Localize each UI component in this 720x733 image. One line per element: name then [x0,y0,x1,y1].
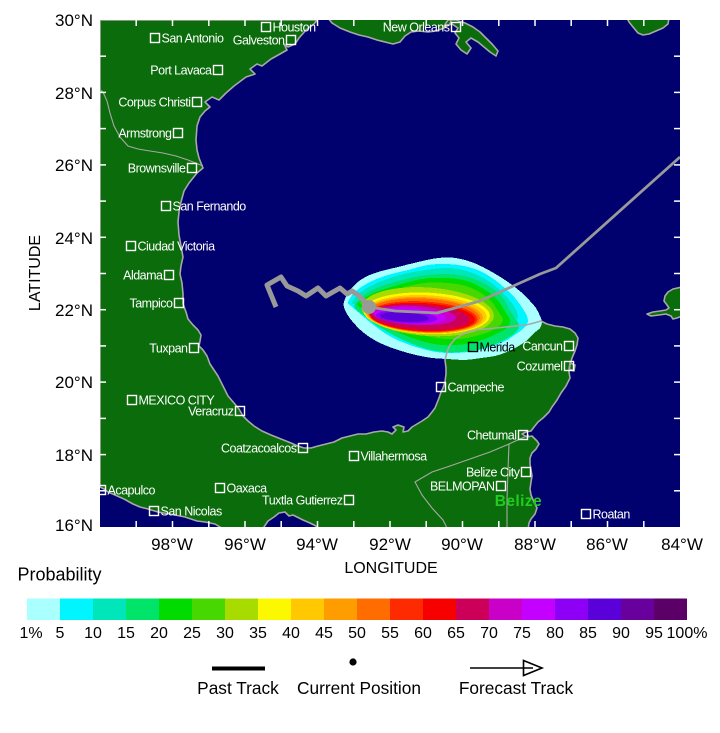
svg-text:Corpus Christi: Corpus Christi [118,96,190,110]
svg-text:20°N: 20°N [55,373,93,392]
svg-text:Villahermosa: Villahermosa [361,450,428,464]
svg-text:Oaxaca: Oaxaca [227,482,268,496]
svg-text:95: 95 [645,625,663,642]
svg-text:MEXICO CITY: MEXICO CITY [139,394,216,408]
svg-text:22°N: 22°N [55,301,93,320]
svg-text:26°N: 26°N [55,156,93,175]
svg-text:Tuxtla Gutierrez: Tuxtla Gutierrez [262,494,343,508]
svg-text:Merida: Merida [480,341,516,355]
svg-text:San Nicolas: San Nicolas [161,505,222,519]
svg-text:Cancun: Cancun [522,340,563,354]
svg-text:40: 40 [282,625,300,642]
svg-text:Tuxpan: Tuxpan [149,342,188,356]
svg-text:94°W: 94°W [296,535,338,554]
svg-text:24°N: 24°N [55,229,93,248]
svg-text:35: 35 [249,625,267,642]
svg-text:Belize City: Belize City [466,466,521,480]
svg-text:15: 15 [117,625,135,642]
svg-text:Armstrong: Armstrong [118,127,172,141]
svg-text:18°N: 18°N [55,446,93,465]
svg-text:Belize: Belize [495,493,542,510]
svg-text:Past Track: Past Track [197,678,279,698]
svg-text:LATITUDE: LATITUDE [27,235,44,311]
svg-text:Port Lavaca: Port Lavaca [150,64,212,78]
svg-text:Roatan: Roatan [593,508,631,522]
svg-text:30°N: 30°N [55,11,93,30]
svg-text:5: 5 [56,625,65,642]
svg-text:San Fernando: San Fernando [173,200,247,214]
svg-text:Aldama: Aldama [123,269,163,283]
svg-text:86°W: 86°W [586,535,628,554]
svg-text:Tampico: Tampico [129,297,173,311]
svg-text:55: 55 [381,625,399,642]
svg-text:90°W: 90°W [441,535,483,554]
svg-text:Houston: Houston [273,21,317,35]
svg-text:Forecast Track: Forecast Track [459,678,574,698]
svg-text:16°N: 16°N [55,516,93,535]
svg-text:Brownsville: Brownsville [128,162,186,176]
svg-text:45: 45 [315,625,333,642]
svg-text:Current Position: Current Position [297,678,421,698]
svg-text:98°W: 98°W [151,535,193,554]
svg-text:96°W: 96°W [224,535,266,554]
svg-text:60: 60 [414,625,432,642]
svg-text:100%: 100% [667,625,708,642]
svg-text:30: 30 [216,625,234,642]
svg-text:50: 50 [348,625,366,642]
svg-text:88°W: 88°W [514,535,556,554]
svg-text:28°N: 28°N [55,84,93,103]
svg-text:LONGITUDE: LONGITUDE [344,560,437,577]
svg-text:Galveston: Galveston [233,34,285,48]
svg-text:Cozumel: Cozumel [517,360,563,374]
svg-text:San Antonio: San Antonio [162,32,224,46]
svg-text:Coatzacoalcos: Coatzacoalcos [221,442,297,456]
svg-text:75: 75 [513,625,531,642]
svg-text:85: 85 [579,625,597,642]
svg-text:1%: 1% [19,625,42,642]
svg-text:BELMOPAN: BELMOPAN [430,480,495,494]
svg-text:Acapulco: Acapulco [108,484,156,498]
svg-text:84°W: 84°W [661,535,703,554]
svg-text:70: 70 [480,625,498,642]
svg-text:80: 80 [546,625,564,642]
svg-text:65: 65 [447,625,465,642]
svg-text:Campeche: Campeche [448,381,505,395]
svg-text:20: 20 [150,625,168,642]
svg-text:New Orleans: New Orleans [383,21,450,35]
svg-text:92°W: 92°W [369,535,411,554]
svg-text:Ciudad Victoria: Ciudad Victoria [138,240,216,254]
svg-text:90: 90 [612,625,630,642]
svg-text:Veracruz: Veracruz [188,405,234,419]
svg-text:Chetumal: Chetumal [467,429,517,443]
svg-text:10: 10 [84,625,102,642]
svg-text:Probability: Probability [18,565,102,585]
svg-text:25: 25 [183,625,201,642]
